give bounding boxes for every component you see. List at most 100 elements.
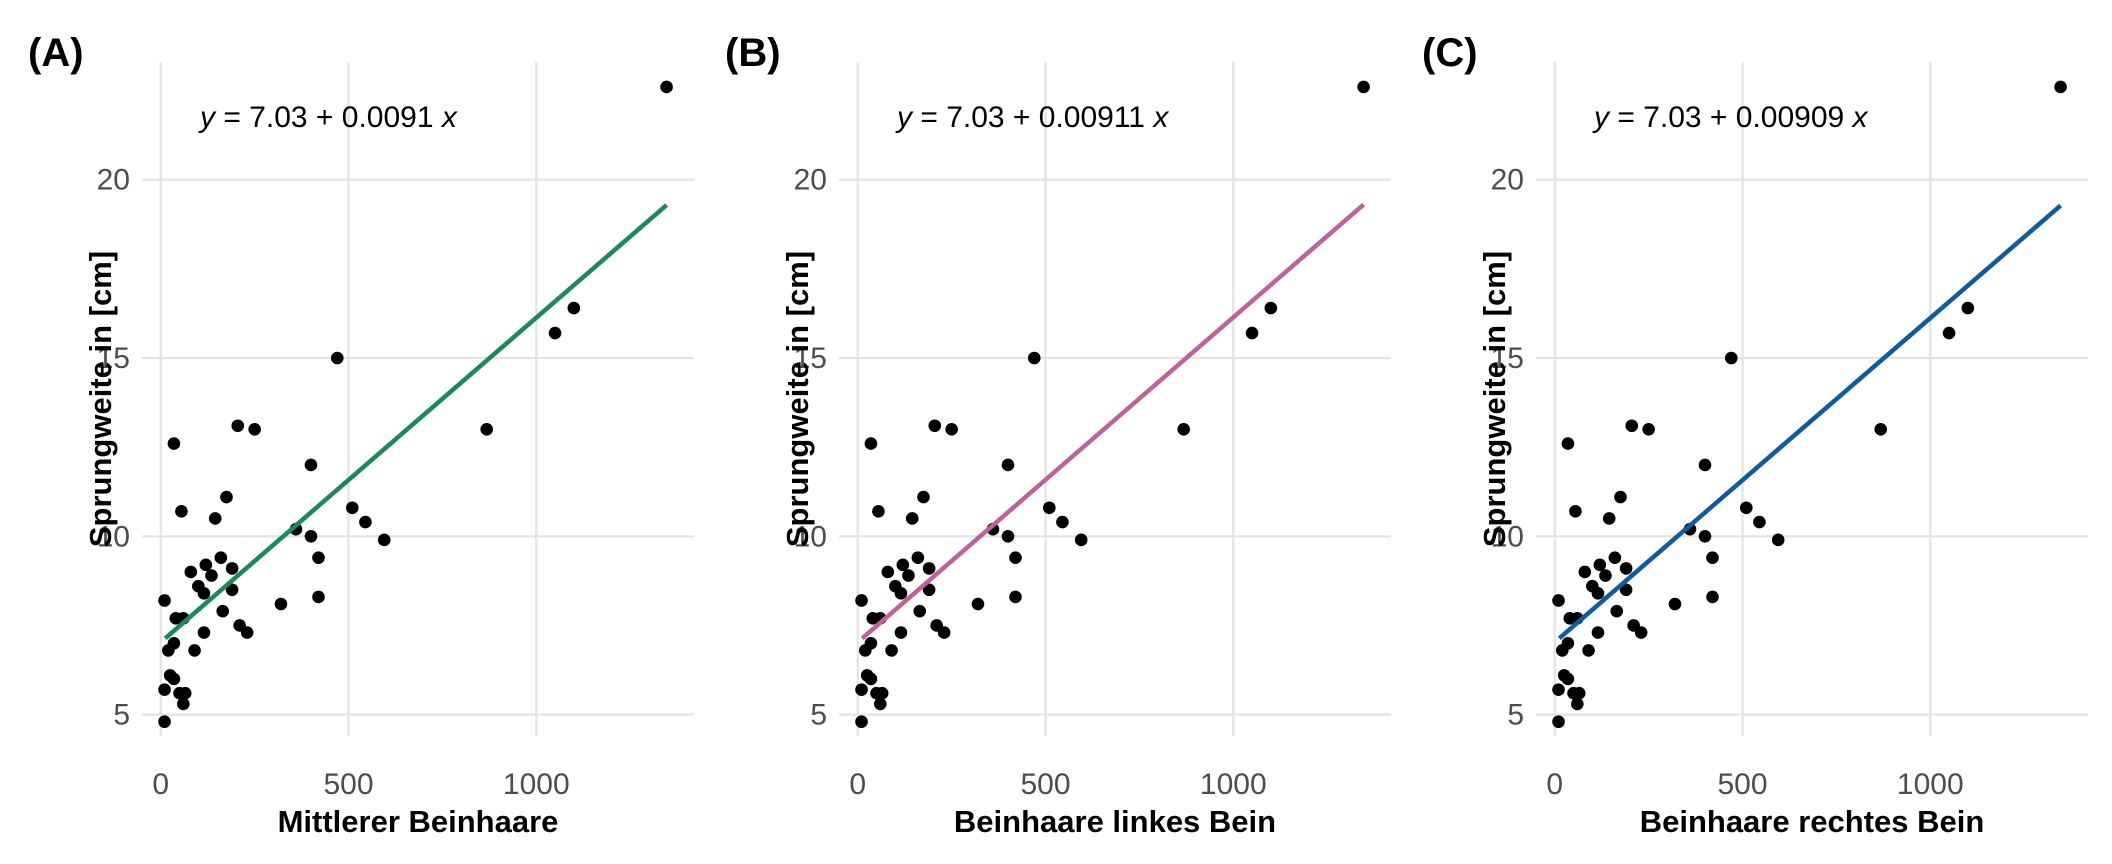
- y-tick-label: 10: [794, 520, 827, 553]
- data-point: [1245, 326, 1259, 340]
- y-axis-title: Sprungweite in [cm]: [780, 251, 815, 547]
- data-point: [161, 644, 175, 657]
- data-point: [864, 672, 878, 686]
- data-point: [197, 587, 211, 600]
- data-point: [345, 501, 359, 515]
- scatter-panel-3: 5 10 15 20 0 500 1000 y = 7.03 + 0.00909 x Beinh…: [1422, 31, 2088, 839]
- data-point: [1874, 423, 1888, 436]
- data-point: [231, 419, 245, 433]
- data-point: [1619, 562, 1633, 575]
- data-point: [312, 551, 325, 564]
- data-point: [304, 458, 318, 472]
- data-point: [1706, 551, 1719, 564]
- regression-equation: y = 7.03 + 0.00911 x: [895, 101, 1169, 134]
- data-point: [1591, 626, 1605, 639]
- data-point: [1009, 590, 1022, 604]
- data-point: [1582, 644, 1595, 657]
- scatter-panel-1: 5 10 15 20 0 500 1000 y = 7.03 + 0.0091 x Mittle…: [28, 31, 694, 839]
- data-point: [2054, 80, 2067, 94]
- data-point: [1561, 437, 1575, 450]
- data-point: [922, 562, 936, 575]
- y-tick-label: 5: [1507, 699, 1524, 732]
- data-point: [1001, 458, 1015, 472]
- data-point: [855, 683, 868, 696]
- y-tick-label: 10: [97, 520, 130, 553]
- equation-rhs: x: [1851, 101, 1869, 134]
- x-tick-label: 0: [1546, 768, 1563, 801]
- x-axis-title: Beinhaare linkes Bein: [954, 804, 1276, 839]
- data-point: [312, 590, 325, 604]
- data-point: [874, 697, 887, 711]
- y-tick-label: 20: [794, 164, 827, 197]
- data-point: [911, 551, 925, 564]
- panel-label: (A): [28, 31, 84, 75]
- data-point: [158, 683, 171, 696]
- data-point: [188, 644, 201, 657]
- data-point: [548, 326, 562, 340]
- data-point: [1771, 533, 1785, 547]
- y-tick-label: 5: [113, 699, 130, 732]
- data-point: [197, 626, 211, 639]
- data-point: [175, 505, 188, 518]
- data-point: [945, 423, 958, 436]
- regression-line: [163, 203, 669, 641]
- x-tick-label: 500: [1717, 768, 1767, 801]
- data-point: [274, 597, 288, 611]
- y-tick-label: 15: [794, 342, 827, 375]
- data-point: [872, 505, 885, 518]
- equation-lhs: y: [198, 101, 217, 134]
- y-tick-label: 15: [1491, 342, 1524, 375]
- y-axis-title: Sprungweite in [cm]: [83, 251, 118, 547]
- data-point: [1177, 423, 1191, 436]
- data-point: [1619, 583, 1633, 597]
- y-tick-label: 5: [810, 699, 827, 732]
- data-point: [1555, 644, 1569, 657]
- equation-rhs: x: [1151, 101, 1169, 134]
- data-point: [937, 626, 951, 639]
- regression-line: [860, 202, 1366, 641]
- data-point: [858, 644, 872, 657]
- scatter-panel-2: 5 10 15 20 0 500 1000 y = 7.03 + 0.00911 x Beinh…: [725, 31, 1391, 839]
- data-point: [199, 558, 213, 572]
- data-point: [1608, 551, 1622, 564]
- x-axis-title: Beinhaare rechtes Bein: [1640, 804, 1985, 839]
- equation-rhs: x: [440, 101, 458, 134]
- data-point: [855, 715, 868, 729]
- data-point: [913, 604, 927, 618]
- x-tick-label: 1000: [503, 768, 570, 801]
- regression-equation: y = 7.03 + 0.0091 x: [198, 101, 458, 134]
- data-point: [216, 604, 230, 618]
- x-tick-label: 0: [152, 768, 169, 801]
- data-point: [359, 515, 372, 529]
- data-point: [220, 490, 233, 504]
- x-tick-label: 500: [1020, 768, 1070, 801]
- data-point: [167, 437, 181, 450]
- equation-lhs: y: [1592, 101, 1611, 134]
- data-point: [158, 715, 171, 729]
- y-tick-label: 20: [1491, 164, 1524, 197]
- data-point: [1572, 686, 1586, 700]
- data-point: [1593, 558, 1607, 572]
- data-point: [1698, 529, 1712, 543]
- data-point: [875, 686, 889, 700]
- data-point: [1571, 697, 1584, 711]
- data-point: [248, 423, 261, 436]
- data-point: [1599, 569, 1612, 582]
- data-point: [1642, 423, 1655, 436]
- data-point: [1614, 490, 1627, 504]
- data-point: [177, 697, 190, 711]
- regression-line: [1557, 203, 2063, 641]
- data-point: [894, 587, 908, 600]
- data-point: [240, 626, 254, 639]
- equation-body: = 7.03 + 0.00911: [912, 101, 1153, 134]
- x-tick-label: 1000: [1897, 768, 1964, 801]
- data-point: [1264, 301, 1278, 315]
- data-point: [660, 80, 673, 94]
- data-point: [208, 512, 222, 525]
- data-point: [1357, 80, 1370, 94]
- regression-equation: y = 7.03 + 0.00909 x: [1592, 101, 1869, 134]
- data-point: [304, 529, 318, 543]
- data-point: [214, 551, 228, 564]
- data-point: [158, 594, 171, 607]
- data-point: [881, 565, 895, 579]
